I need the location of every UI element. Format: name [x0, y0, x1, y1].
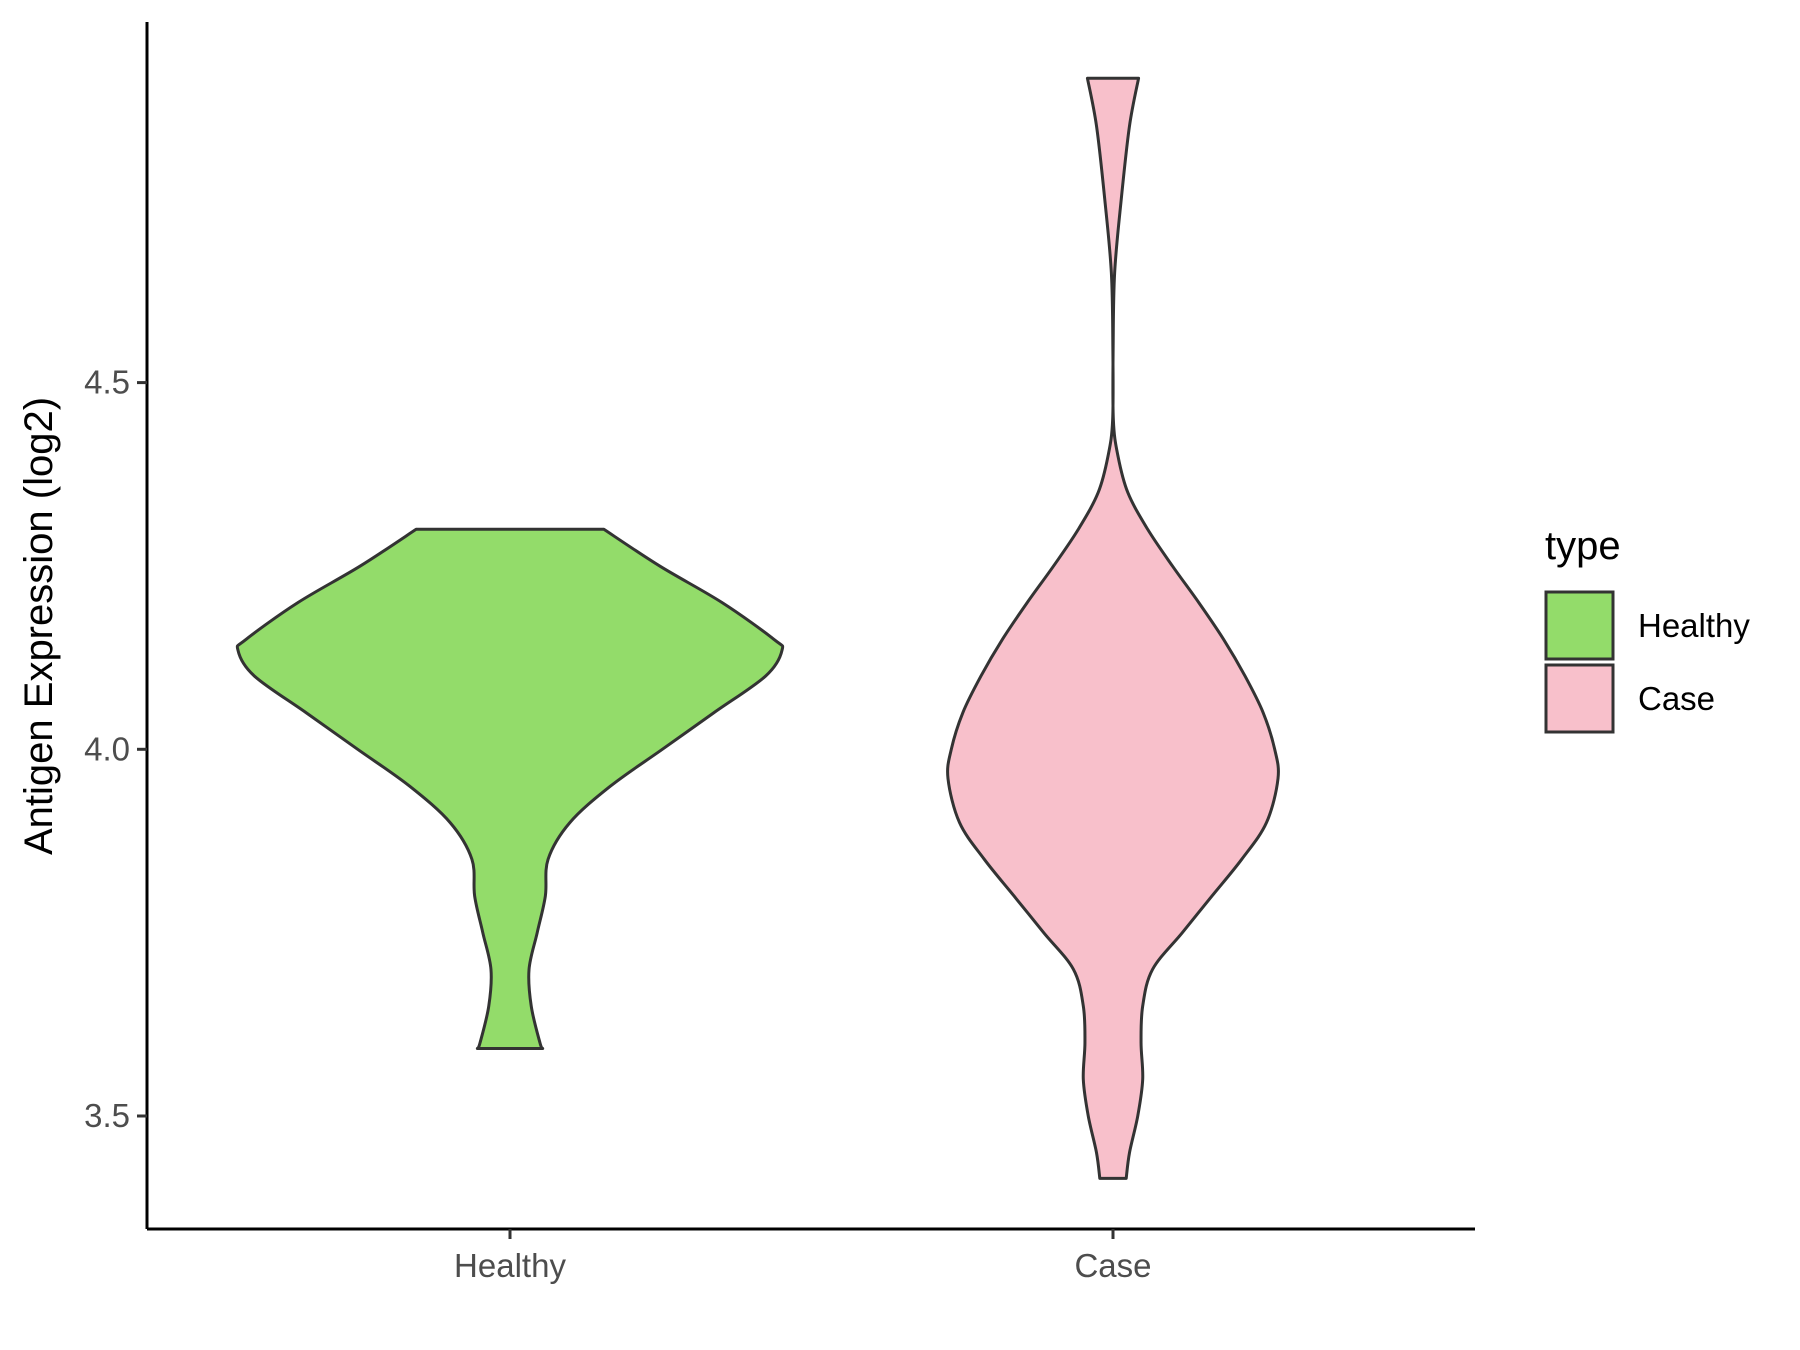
- legend-title: type: [1545, 524, 1621, 568]
- x-tick-label: Case: [1074, 1247, 1151, 1284]
- y-tick-label: 3.5: [84, 1097, 130, 1134]
- legend-label-case: Case: [1638, 680, 1715, 717]
- y-tick-label: 4.0: [84, 730, 130, 767]
- y-axis-title: Antigen Expression (log2): [17, 397, 61, 855]
- y-ticks: 3.5 4.0 4.5: [84, 364, 147, 1134]
- x-ticks: Healthy Case: [454, 1229, 1152, 1284]
- x-tick-label: Healthy: [454, 1247, 566, 1284]
- legend-key-case: [1544, 663, 1615, 734]
- legend: type Healthy Case: [1544, 524, 1750, 734]
- y-axis: 3.5 4.0 4.5 Antigen Expression (log2): [17, 22, 149, 1229]
- y-tick-label: 4.5: [84, 364, 130, 401]
- legend-key-healthy: [1544, 590, 1615, 661]
- x-axis: Healthy Case: [147, 1227, 1475, 1284]
- violin-healthy: [235, 527, 785, 1051]
- violin-layer: [235, 76, 1280, 1180]
- violin-case: [946, 76, 1280, 1180]
- legend-label-healthy: Healthy: [1638, 607, 1750, 644]
- legend-entries: Healthy Case: [1544, 590, 1750, 734]
